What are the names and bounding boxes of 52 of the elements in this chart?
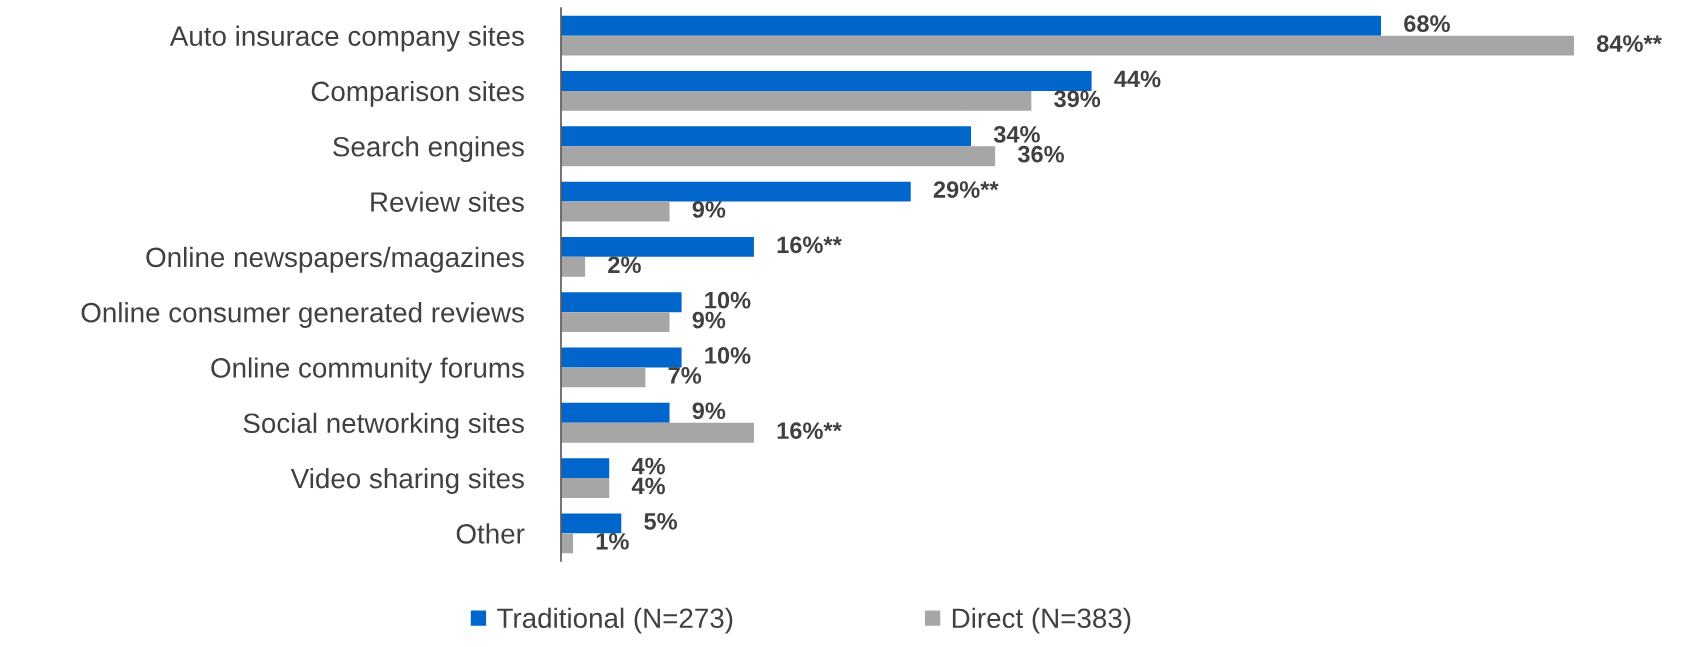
data-label: 9% [692,201,726,218]
bar [561,126,972,147]
data-label: 5% [644,513,678,530]
y-tick-label: Online consumer generated reviews [81,302,524,328]
data-label: 7% [668,367,702,384]
bar [561,367,646,388]
bar [561,312,670,333]
legend-label: Traditional (N=273) [497,607,733,634]
bar [561,533,574,554]
data-label: 4% [631,477,665,495]
data-label: 16%** [777,236,842,254]
data-label: 10% [705,347,751,364]
bar [561,458,610,479]
data-label: 39% [1054,90,1101,108]
y-tick-label: Social networking sites [243,412,524,439]
y-tick-label: Other [456,523,525,544]
data-label: 44% [1114,70,1161,88]
bar [561,478,610,498]
bar [561,236,754,257]
y-tick-label: Search engines [333,136,524,163]
y-tick-label: Video sharing sites [290,467,524,494]
bar [561,90,1032,111]
bar [561,71,1092,91]
bar [561,35,1574,56]
data-label: 29%** [933,181,999,198]
y-tick-label: Auto insurace company sites [169,25,524,52]
data-label: 9% [692,402,726,420]
bar [561,292,682,313]
data-label: 36% [1017,145,1064,163]
data-label: 4% [631,457,665,475]
bar [561,347,682,368]
y-tick-label: Online community forums [211,357,524,384]
data-label: 9% [692,311,726,329]
bar [561,181,911,202]
data-label: 68% [1404,15,1450,33]
y-tick-label: Comparison sites [311,80,524,107]
y-tick-label: Online newspapers/magazines [146,246,524,273]
data-label: 84%** [1596,35,1662,52]
bar [561,201,670,222]
data-label: 1% [596,532,629,550]
bar [561,146,996,167]
data-label: 2% [608,256,641,274]
data-label: 16%** [777,422,842,440]
bar [561,513,622,534]
bar [561,402,670,423]
data-label: 10% [705,291,751,309]
data-label: 34% [993,125,1040,143]
bar [561,15,1382,36]
y-tick-label: Review sites [371,191,524,212]
legend-label: Direct (N=383) [952,607,1131,634]
bar [561,256,586,277]
bar [561,422,754,443]
